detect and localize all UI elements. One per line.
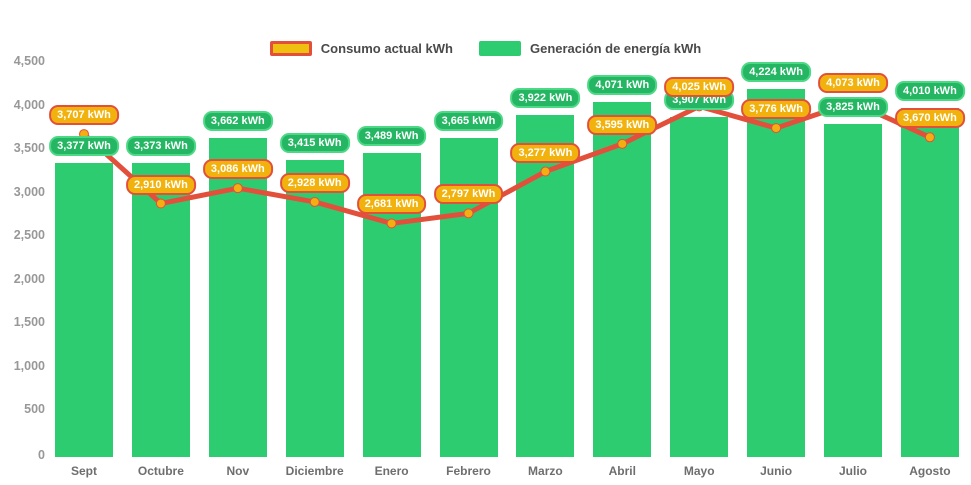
x-axis-label-abril: Abril bbox=[608, 464, 636, 478]
legend-item-generation[interactable]: Generación de energía kWh bbox=[478, 40, 702, 56]
bar-agosto[interactable] bbox=[900, 107, 959, 457]
y-axis-tick-label: 3,500 bbox=[13, 141, 45, 156]
generation-value-label-marzo[interactable]: 3,922 kWh bbox=[510, 88, 581, 109]
generation-value-label-enero[interactable]: 3,489 kWh bbox=[356, 126, 427, 147]
y-axis-tick-label: 1,500 bbox=[13, 315, 45, 330]
consumption-value-label-agosto[interactable]: 3,670 kWh bbox=[894, 108, 965, 129]
line-point-marzo[interactable] bbox=[540, 166, 551, 177]
line-point-junio[interactable] bbox=[771, 123, 782, 134]
x-axis-label-febrero: Febrero bbox=[446, 464, 491, 478]
x-axis-label-nov: Nov bbox=[226, 464, 250, 478]
generation-value-label-diciembre[interactable]: 3,415 kWh bbox=[279, 132, 350, 153]
x-axis-label-junio: Junio bbox=[760, 464, 793, 478]
line-point-abril[interactable] bbox=[617, 138, 628, 149]
consumption-value-label-julio[interactable]: 4,073 kWh bbox=[818, 73, 888, 94]
consumption-value-label-mayo[interactable]: 4,025 kWh bbox=[664, 77, 735, 98]
x-axis-label-marzo: Marzo bbox=[528, 464, 563, 478]
line-point-enero[interactable] bbox=[386, 218, 397, 229]
consumption-value-label-nov[interactable]: 3,086 kWh bbox=[202, 159, 273, 180]
consumption-value-label-febrero[interactable]: 2,797 kWh bbox=[433, 184, 504, 205]
bar-sept[interactable] bbox=[55, 162, 113, 457]
line-point-febrero[interactable] bbox=[463, 208, 474, 219]
consumption-value-label-abril[interactable]: 3,595 kWh bbox=[587, 114, 658, 135]
bar-julio[interactable] bbox=[824, 123, 882, 457]
x-axis-label-julio: Julio bbox=[838, 464, 868, 478]
bar-junio[interactable] bbox=[747, 89, 806, 457]
generation-value-label-nov[interactable]: 3,662 kWh bbox=[202, 110, 273, 131]
y-axis-tick-label: 2,500 bbox=[13, 228, 45, 243]
legend-item-consumption[interactable]: Consumo actual kWh bbox=[269, 40, 453, 56]
consumption-value-label-diciembre[interactable]: 2,928 kWh bbox=[279, 172, 350, 193]
chart-legend: Consumo actual kWh Generación de energía… bbox=[0, 38, 971, 58]
x-axis-label-diciembre: Diciembre bbox=[285, 464, 344, 478]
line-point-agosto[interactable] bbox=[924, 132, 935, 143]
consumption-value-label-marzo[interactable]: 3,277 kWh bbox=[510, 142, 581, 163]
bar-octubre[interactable] bbox=[131, 163, 190, 457]
bar-mayo[interactable] bbox=[670, 116, 729, 457]
y-axis-tick-label: 2,000 bbox=[13, 271, 45, 286]
x-axis-label-mayo: Mayo bbox=[683, 464, 715, 478]
generation-value-label-abril[interactable]: 4,071 kWh bbox=[587, 75, 658, 96]
line-point-nov[interactable] bbox=[232, 183, 243, 194]
generation-swatch-icon bbox=[478, 40, 521, 56]
x-axis-label-enero: Enero bbox=[374, 464, 409, 478]
legend-label-generation: Generación de energía kWh bbox=[529, 40, 702, 56]
generation-value-label-julio[interactable]: 3,825 kWh bbox=[818, 96, 888, 117]
y-axis-tick-label: 4,500 bbox=[13, 54, 45, 68]
y-axis-tick-label: 0 bbox=[38, 448, 45, 462]
y-axis-tick-label: 4,000 bbox=[13, 97, 45, 112]
legend-label-consumption: Consumo actual kWh bbox=[320, 40, 453, 56]
y-axis-tick-label: 1,000 bbox=[13, 358, 45, 373]
consumption-value-label-junio[interactable]: 3,776 kWh bbox=[741, 99, 811, 120]
y-axis-tick-label: 500 bbox=[24, 402, 45, 417]
x-axis-label-agosto: Agosto bbox=[909, 464, 951, 478]
x-axis-label-sept: Sept bbox=[70, 464, 98, 478]
bar-abril[interactable] bbox=[593, 102, 652, 457]
y-axis-tick-label: 3,000 bbox=[13, 184, 45, 199]
generation-value-label-febrero[interactable]: 3,665 kWh bbox=[433, 110, 504, 131]
generation-value-label-octubre[interactable]: 3,373 kWh bbox=[125, 136, 196, 157]
consumption-swatch-icon bbox=[269, 40, 312, 56]
consumption-value-label-sept[interactable]: 3,707 kWh bbox=[49, 105, 119, 126]
generation-value-label-sept[interactable]: 3,377 kWh bbox=[49, 135, 119, 156]
generation-value-label-junio[interactable]: 4,224 kWh bbox=[741, 62, 811, 83]
line-point-diciembre[interactable] bbox=[309, 196, 320, 207]
line-point-octubre[interactable] bbox=[155, 198, 166, 209]
x-axis-label-octubre: Octubre bbox=[137, 464, 184, 478]
consumption-value-label-octubre[interactable]: 2,910 kWh bbox=[125, 174, 196, 195]
consumption-value-label-enero[interactable]: 2,681 kWh bbox=[356, 194, 427, 215]
generation-value-label-agosto[interactable]: 4,010 kWh bbox=[894, 80, 965, 101]
